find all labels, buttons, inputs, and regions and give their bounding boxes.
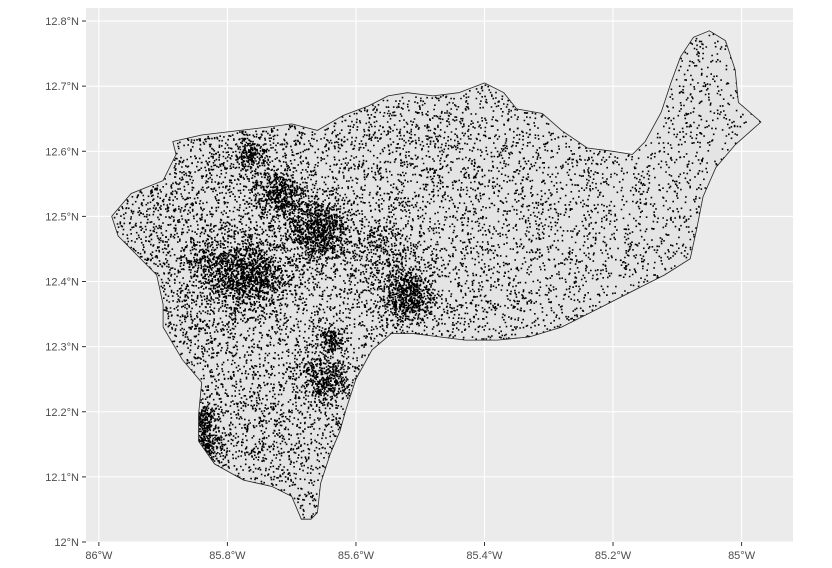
x-tick-label: 85°W [728, 550, 756, 562]
y-tick-label: 12.2°N [45, 407, 79, 419]
x-tick-label: 86°W [85, 550, 113, 562]
x-tick-label: 85.6°W [338, 550, 375, 562]
y-tick-label: 12.1°N [45, 472, 79, 484]
x-tick-label: 85.2°W [595, 550, 632, 562]
y-tick-label: 12°N [54, 537, 79, 549]
y-tick-label: 12.6°N [45, 146, 79, 158]
location-points [113, 33, 761, 520]
y-tick-label: 12.8°N [45, 16, 79, 28]
point-layer [113, 33, 761, 520]
y-tick-label: 12.5°N [45, 211, 79, 223]
axes: 86°W 85.8°W 85.6°W 85.4°W 85.2°W 85°W 12°N 12.1… [45, 16, 755, 562]
y-tick-label: 12.4°N [45, 277, 79, 289]
department-outline [111, 30, 762, 520]
y-tick-label: 12.3°N [45, 342, 79, 354]
x-tick-label: 85.8°W [209, 550, 246, 562]
y-tick-label: 12.7°N [45, 81, 79, 93]
x-tick-label: 85.4°W [466, 550, 503, 562]
